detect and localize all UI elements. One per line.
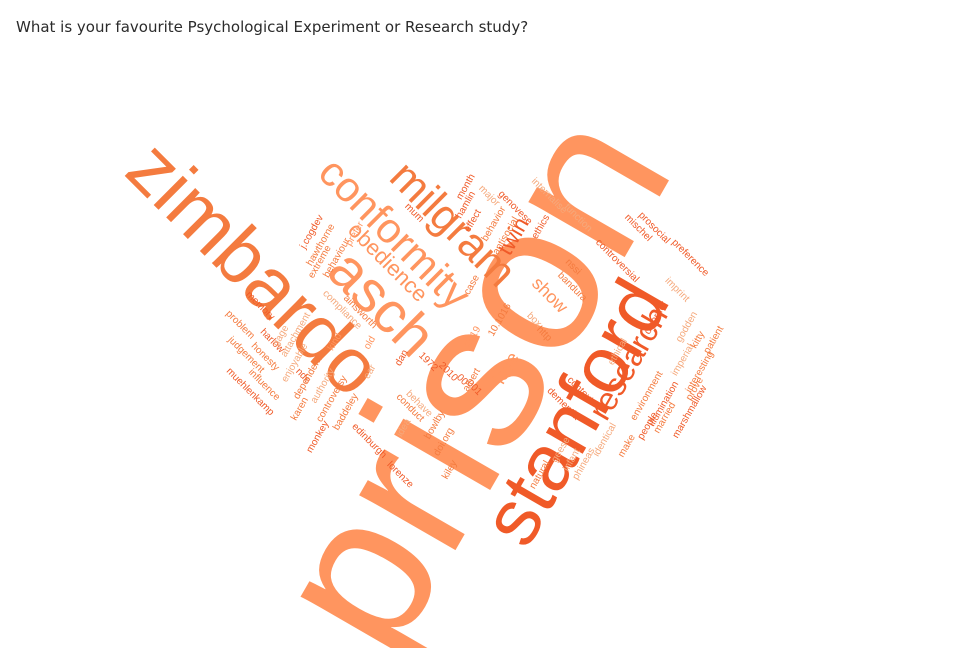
word-karen: karen (289, 395, 311, 422)
